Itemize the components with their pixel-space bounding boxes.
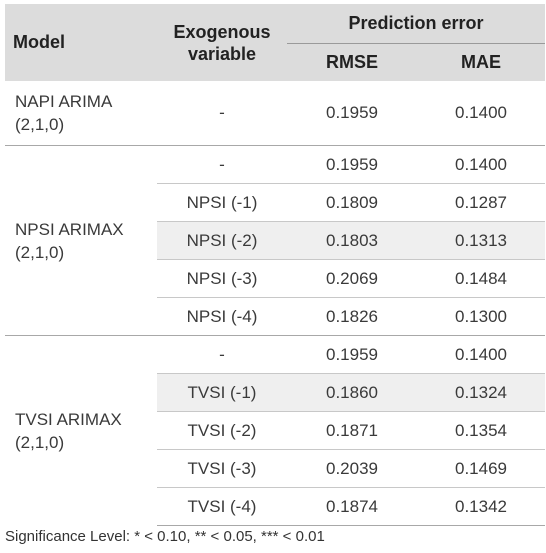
table-body: NAPI ARIMA (2,1,0) -0.1959 0.1400 NPSI ARIM… (5, 81, 546, 526)
header-rmse: RMSE (287, 43, 417, 81)
table-row: NAPI ARIMA (2,1,0) - 0.1959 0.1400 (5, 81, 545, 146)
exogenous-cell: - (219, 103, 225, 122)
rmse-cell: 0.1809 (287, 183, 417, 222)
table-row: TVSI (-1) 0.1860 0.1324 (5, 373, 546, 412)
rmse-cell: 0.2039 (287, 449, 417, 488)
exogenous-cell: TVSI (-2) (157, 411, 287, 450)
exogenous-cell: NPSI (-2) (157, 221, 287, 260)
mae-cell: 0.1400 (417, 145, 546, 184)
rmse-cell: 0.2069 (287, 259, 417, 298)
table-row: NPSI ARIMAX (2,1,0) -0.1959 0.1400 (5, 145, 546, 336)
table-header: Model Exogenous variable Prediction erro… (5, 4, 546, 81)
model-cell: NPSI ARIMAX (2,1,0) (5, 145, 157, 336)
exogenous-cell: TVSI (-4) (157, 487, 287, 526)
exogenous-cell: TVSI (-3) (157, 449, 287, 488)
rmse-cell: 0.1959 (287, 145, 417, 184)
table-row: NPSI (-3) 0.2069 0.1484 (5, 259, 546, 298)
rmse-cell: 0.1959 (287, 335, 417, 374)
header-prediction-error: Prediction error (287, 4, 546, 44)
rmse-cell: 0.1874 (287, 487, 417, 526)
footnote: Significance Level: * < 0.10, ** < 0.05,… (5, 528, 325, 545)
model-cell: NAPI ARIMA (2,1,0) (15, 92, 112, 134)
mae-cell: 0.1354 (417, 411, 546, 450)
header-model: Model (5, 4, 157, 81)
table-row: TVSI ARIMAX (2,1,0) -0.1959 0.1400 (5, 335, 546, 526)
table-row: TVSI (-2) 0.1871 0.1354 (5, 411, 546, 450)
prediction-error-table: Model Exogenous variable Prediction erro… (5, 4, 546, 526)
table-row: NPSI (-4) 0.1826 0.1300 (5, 297, 546, 336)
exogenous-cell: - (157, 335, 287, 374)
rmse-cell: 0.1959 (326, 103, 378, 122)
rmse-cell: 0.1860 (287, 373, 417, 412)
mae-cell: 0.1324 (417, 373, 546, 412)
mae-cell: 0.1300 (417, 297, 546, 336)
exogenous-cell: NPSI (-4) (157, 297, 287, 336)
table-row: TVSI (-3) 0.2039 0.1469 (5, 449, 546, 488)
rmse-cell: 0.1871 (287, 411, 417, 450)
exogenous-cell: - (157, 145, 287, 184)
mae-cell: 0.1313 (417, 221, 546, 260)
model-cell: TVSI ARIMAX (2,1,0) (5, 335, 157, 526)
rmse-cell: 0.1803 (287, 221, 417, 260)
table-row: TVSI (-4) 0.1874 0.1342 (5, 487, 546, 526)
mae-cell: 0.1400 (417, 335, 546, 374)
exogenous-cell: NPSI (-3) (157, 259, 287, 298)
exogenous-cell: NPSI (-1) (157, 183, 287, 222)
table-row: NPSI (-1) 0.1809 0.1287 (5, 183, 546, 222)
header-mae: MAE (417, 43, 546, 81)
mae-cell: 0.1342 (417, 487, 546, 526)
header-exogenous-variable: Exogenous variable (157, 4, 287, 81)
table-row: NPSI (-2) 0.1803 0.1313 (5, 221, 546, 260)
exogenous-cell: TVSI (-1) (157, 373, 287, 412)
mae-cell: 0.1484 (417, 259, 546, 298)
mae-cell: 0.1469 (417, 449, 546, 488)
mae-cell: 0.1287 (417, 183, 546, 222)
rmse-cell: 0.1826 (287, 297, 417, 336)
mae-cell: 0.1400 (455, 103, 507, 122)
